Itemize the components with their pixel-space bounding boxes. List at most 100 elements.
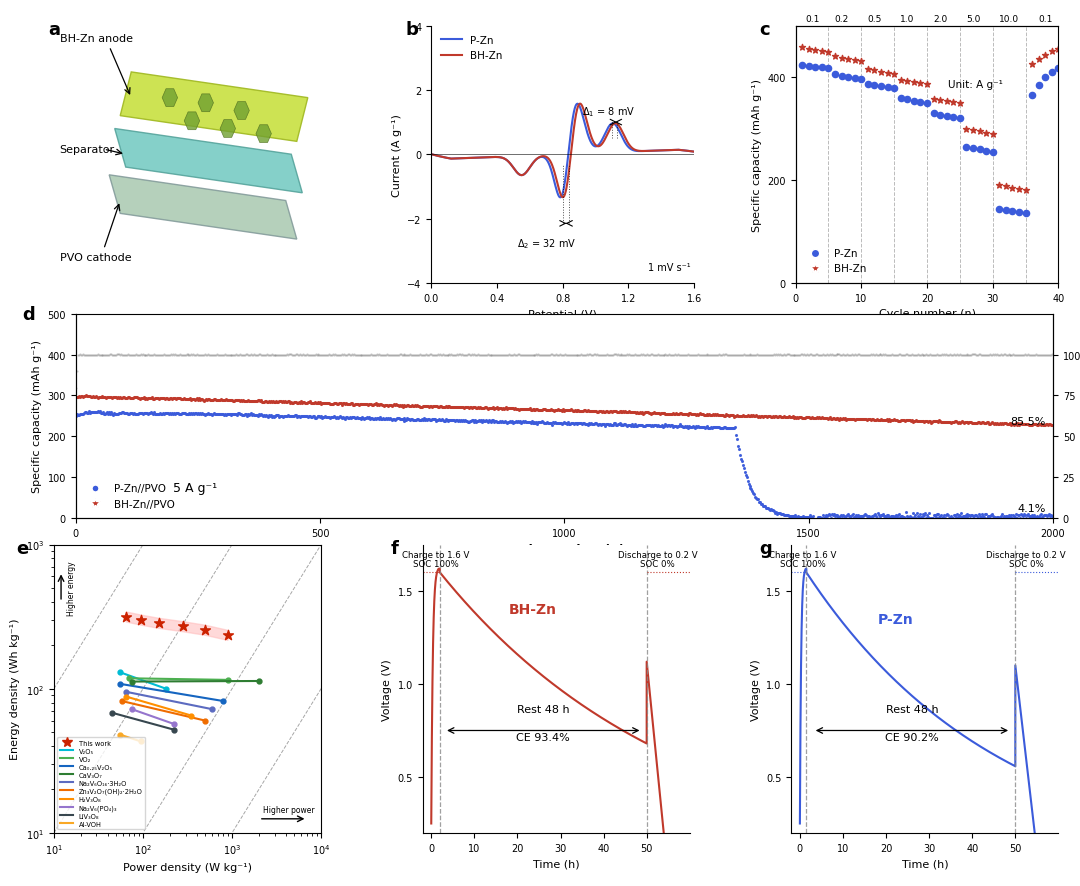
Point xyxy=(110,406,127,420)
Point xyxy=(981,509,998,523)
Point xyxy=(524,402,541,416)
Point xyxy=(672,407,689,421)
Point xyxy=(1007,510,1024,525)
Point xyxy=(605,347,622,361)
Point xyxy=(468,348,485,362)
Point xyxy=(927,509,944,523)
Point xyxy=(403,348,420,362)
Point xyxy=(114,391,132,405)
Point xyxy=(526,416,543,431)
Point xyxy=(366,398,383,412)
Point xyxy=(133,407,150,421)
Point xyxy=(872,413,889,427)
Point xyxy=(252,348,269,362)
Point xyxy=(765,504,782,518)
Point xyxy=(406,348,423,362)
Point xyxy=(368,411,386,425)
Point xyxy=(880,415,897,429)
Point xyxy=(274,348,292,362)
Point xyxy=(200,407,217,421)
Point xyxy=(264,409,281,424)
Point xyxy=(137,407,154,421)
Point xyxy=(896,415,914,429)
Point xyxy=(766,348,783,362)
Point xyxy=(719,422,737,436)
Point xyxy=(556,347,573,361)
Point xyxy=(620,418,637,432)
Point xyxy=(791,348,808,362)
Point xyxy=(649,418,666,432)
Point xyxy=(86,406,104,420)
Point xyxy=(998,509,1015,524)
Point xyxy=(833,412,850,426)
Point xyxy=(366,348,383,362)
Point xyxy=(901,509,918,524)
Point xyxy=(858,348,875,362)
Point xyxy=(320,348,337,362)
P-Zn xyxy=(451,154,464,165)
Point xyxy=(499,348,516,362)
Point xyxy=(221,408,239,422)
Point xyxy=(462,415,480,429)
Point xyxy=(347,411,364,425)
Point xyxy=(504,348,522,362)
Point xyxy=(212,408,229,422)
Point xyxy=(806,412,823,426)
Point xyxy=(843,509,861,523)
Point xyxy=(988,510,1005,525)
Point xyxy=(848,412,865,426)
Point xyxy=(643,348,660,362)
Point xyxy=(406,413,423,427)
Point xyxy=(792,510,809,525)
Point xyxy=(720,409,738,424)
Point xyxy=(759,348,777,362)
Point xyxy=(73,389,91,403)
Point xyxy=(173,348,190,362)
Point xyxy=(354,410,372,424)
Point xyxy=(1035,418,1052,432)
Point xyxy=(489,348,507,362)
Point xyxy=(161,348,178,362)
Point xyxy=(713,422,730,436)
Point xyxy=(446,348,463,362)
Point xyxy=(1014,348,1031,362)
Point xyxy=(636,406,653,420)
Point xyxy=(239,409,256,424)
Point xyxy=(762,502,780,517)
Point xyxy=(811,348,828,362)
Point xyxy=(878,414,895,428)
Point xyxy=(603,405,620,419)
Point xyxy=(130,407,147,421)
Point xyxy=(888,508,905,522)
Point xyxy=(982,347,999,361)
Point xyxy=(214,394,231,408)
Point xyxy=(835,509,852,523)
Point xyxy=(932,415,949,429)
Point xyxy=(1039,348,1056,362)
Point xyxy=(470,401,487,416)
Point xyxy=(840,413,858,427)
Point xyxy=(808,348,825,362)
Point xyxy=(189,392,206,406)
Point xyxy=(786,410,804,424)
Point xyxy=(437,348,455,362)
Point xyxy=(483,348,500,362)
Point xyxy=(626,417,644,431)
Point xyxy=(543,348,561,362)
Point xyxy=(771,410,788,424)
Point xyxy=(370,412,388,426)
Point xyxy=(643,419,660,433)
Point xyxy=(1022,348,1039,362)
Point xyxy=(467,348,484,362)
Point xyxy=(1037,71,1054,85)
Point xyxy=(899,414,916,428)
Point xyxy=(111,348,129,362)
Point xyxy=(112,348,130,362)
Point xyxy=(745,348,762,362)
Point xyxy=(954,416,971,430)
Point xyxy=(741,348,758,362)
Point xyxy=(123,348,140,362)
Point xyxy=(678,419,696,433)
Point xyxy=(253,395,270,409)
Point xyxy=(613,406,631,420)
